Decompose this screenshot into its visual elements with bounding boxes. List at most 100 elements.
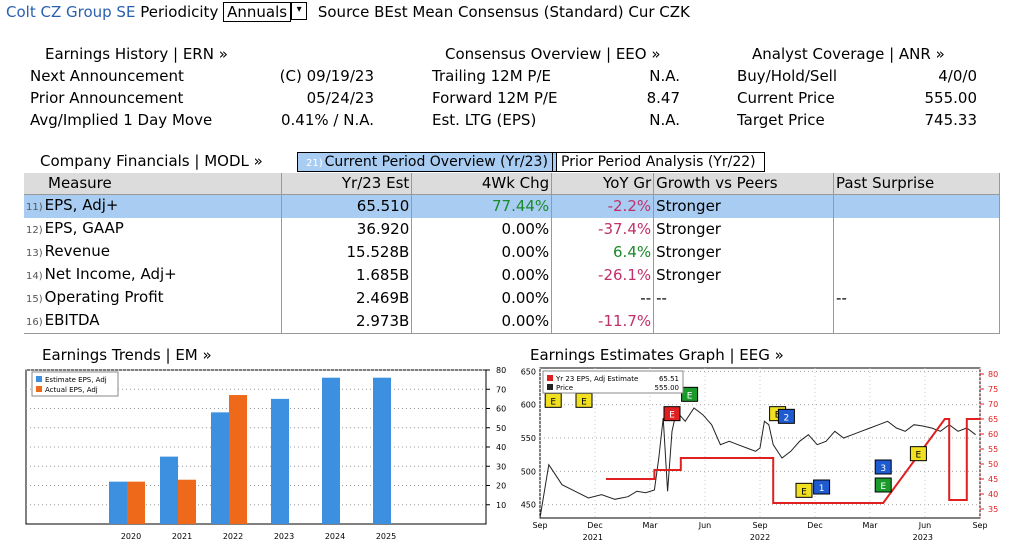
yoy-cell: -37.4% (551, 218, 655, 241)
chg-cell: 77.44% (411, 194, 553, 218)
event-marker-label: E (687, 391, 693, 401)
est-cell: 15.528B (281, 241, 413, 264)
event-marker-label: 2 (784, 413, 790, 423)
surprise-cell: -- (833, 287, 1000, 310)
chg-cell: 0.00% (411, 264, 553, 287)
current-price-label: Current Price (737, 89, 835, 107)
table-row[interactable]: 13) Revenue 15.528B 0.00% 6.4% Stronger (24, 241, 1000, 264)
left-tick-label: 600 (521, 401, 536, 410)
x-tick-label: Sep (752, 521, 767, 530)
earnings-history-title[interactable]: Earnings History | ERN » (45, 45, 228, 63)
x-tick-label: 2024 (325, 532, 345, 541)
legend-swatch (547, 384, 553, 390)
buy-hold-sell-label: Buy/Hold/Sell (737, 67, 838, 85)
x-tick-label: Sep (972, 521, 987, 530)
measure-cell: EPS, GAAP (44, 219, 124, 237)
tab-current-period[interactable]: 21) Current Period Overview (Yr/23) (297, 152, 557, 172)
x-tick-label: 2022 (223, 532, 243, 541)
table-row[interactable]: 14) Net Income, Adj+ 1.685B 0.00% -26.1% … (24, 264, 1000, 287)
event-marker-icon (909, 446, 927, 462)
surprise-cell (833, 264, 1000, 287)
estimate-line (606, 418, 980, 504)
event-marker-label: 1 (819, 484, 825, 494)
bar-estimate (271, 398, 289, 524)
earnings-estimates-title[interactable]: Earnings Estimates Graph | EEG » (530, 346, 784, 364)
bar-actual (127, 481, 145, 524)
surprise-cell (833, 310, 1000, 334)
column-est[interactable]: Yr/23 Est (281, 173, 413, 195)
legend-label: Estimate EPS, Adj (45, 376, 107, 384)
right-tick-label: 45 (988, 475, 998, 484)
legend-swatch (36, 386, 42, 392)
current-price-value: 555.00 (924, 89, 978, 107)
measure-cell: Net Income, Adj+ (44, 265, 177, 283)
est-cell: 2.469B (281, 287, 413, 310)
x-tick-label: Dec (587, 521, 602, 530)
yoy-cell: -- (551, 287, 655, 310)
right-tick-label: 70 (988, 400, 998, 409)
event-marker-label: E (801, 487, 807, 497)
y-tick-label: 50 (496, 424, 506, 433)
table-row[interactable]: 11) EPS, Adj+ 65.510 77.44% -2.2% Stronge… (24, 194, 1000, 218)
x-tick-label: Jun (918, 521, 932, 530)
peers-cell: Stronger (653, 218, 835, 241)
event-marker-label: E (550, 397, 556, 407)
trailing-pe-label: Trailing 12M P/E (432, 67, 551, 85)
column-peers[interactable]: Growth vs Peers (653, 173, 835, 195)
chg-cell: 0.00% (411, 287, 553, 310)
earnings-trends-chart[interactable]: 10 20 30 40 50 60 70 80 2020 2021 2022 2023 2024 2025… (24, 364, 508, 546)
x-tick-label: Sep (532, 521, 547, 530)
tab-prior-period[interactable]: Prior Period Analysis (Yr/22) (552, 152, 765, 172)
y-tick-label: 20 (496, 482, 506, 491)
company-financials-title[interactable]: Company Financials | MODL » (40, 152, 263, 170)
event-marker-icon (795, 482, 813, 498)
peers-cell: Stronger (653, 264, 835, 287)
earnings-estimates-chart[interactable]: 450 500 550 600 650 35 40 45 50 55 60 65 70 75 80 Sep De… (510, 364, 1010, 546)
event-marker-icon (874, 477, 892, 493)
measure-cell: Revenue (44, 242, 110, 260)
column-measure[interactable]: Measure (24, 173, 283, 195)
next-announcement-label: Next Announcement (30, 67, 184, 85)
measure-cell: Operating Profit (44, 288, 164, 306)
left-tick-label: 450 (521, 501, 536, 510)
x-tick-label: 2020 (121, 532, 141, 541)
avg-move-label: Avg/Implied 1 Day Move (30, 111, 213, 129)
est-ltg-value: N.A. (649, 111, 680, 129)
table-row[interactable]: 12) EPS, GAAP 36.920 0.00% -37.4% Stronge… (24, 218, 1000, 241)
surprise-cell (833, 241, 1000, 264)
column-yoy[interactable]: YoY Gr (551, 173, 655, 195)
est-cell: 36.920 (281, 218, 413, 241)
x-year-label: 2021 (583, 533, 603, 542)
event-marker-label: E (581, 397, 587, 407)
consensus-title[interactable]: Consensus Overview | EEO » (445, 45, 661, 63)
column-surprise[interactable]: Past Surprise (833, 173, 1000, 195)
financials-table: Measure Yr/23 Est 4Wk Chg YoY Gr Growth … (24, 173, 1000, 334)
event-marker-icon (663, 406, 681, 422)
left-tick-label: 500 (521, 467, 536, 476)
legend-box (542, 370, 684, 394)
table-row[interactable]: 16) EBITDA 2.973B 0.00% -11.7% (24, 310, 1000, 334)
table-row[interactable]: 15) Operating Profit 2.469B 0.00% -- -- -… (24, 287, 1000, 310)
legend-box (31, 371, 119, 397)
y-tick-label: 10 (496, 501, 506, 510)
bar-estimate (211, 412, 229, 524)
est-cell: 65.510 (281, 194, 413, 218)
bar-estimate (160, 456, 178, 524)
periodicity-select[interactable]: Annuals (223, 2, 292, 22)
event-marker-label: 3 (880, 464, 886, 474)
header-bar: Colt CZ Group SE Periodicity Annuals ▾ So… (6, 2, 690, 22)
company-name[interactable]: Colt CZ Group SE (6, 3, 136, 21)
analyst-coverage-title[interactable]: Analyst Coverage | ANR » (752, 45, 945, 63)
legend-value: 65.51 (659, 375, 679, 383)
x-tick-label: 2023 (274, 532, 294, 541)
legend-value: 555.00 (655, 384, 680, 392)
chevron-down-icon[interactable]: ▾ (291, 2, 308, 20)
earnings-trends-title[interactable]: Earnings Trends | EM » (42, 346, 212, 364)
peers-cell (653, 310, 835, 334)
yoy-cell: -11.7% (551, 310, 655, 334)
x-tick-label: Dec (807, 521, 822, 530)
avg-move-value: 0.41% / N.A. (281, 111, 374, 129)
yoy-cell: -2.2% (551, 194, 655, 218)
column-chg[interactable]: 4Wk Chg (411, 173, 553, 195)
event-marker-icon (813, 479, 831, 495)
